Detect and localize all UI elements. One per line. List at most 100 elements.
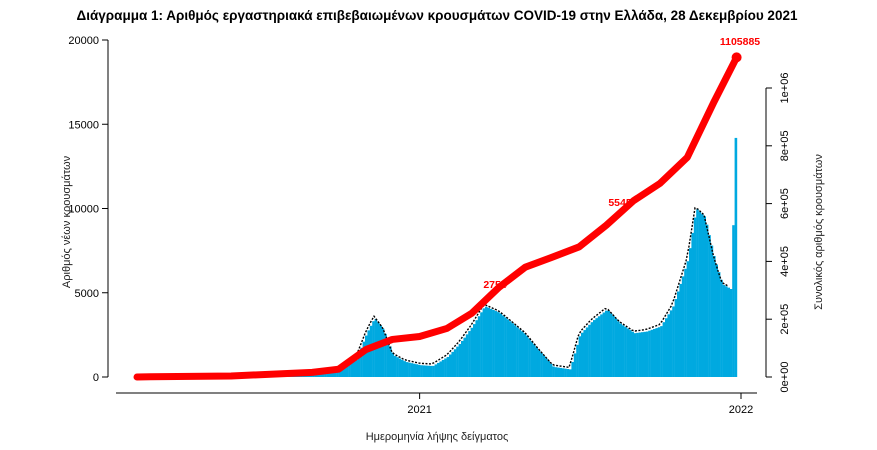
y2-tick-label: 6e+05	[779, 188, 791, 219]
daily-case-bar	[593, 320, 596, 377]
daily-case-bar	[396, 357, 399, 377]
daily-case-bar	[727, 287, 730, 377]
daily-case-bar	[446, 356, 450, 377]
daily-case-bar	[336, 368, 339, 377]
daily-case-bar	[355, 360, 358, 377]
daily-case-bar	[631, 331, 634, 377]
daily-case-bar	[360, 347, 363, 377]
daily-case-bar	[410, 363, 414, 377]
daily-case-bar	[415, 364, 418, 377]
daily-case-bar	[461, 340, 464, 377]
daily-case-bar	[674, 299, 678, 377]
daily-case-bar	[725, 286, 728, 377]
daily-case-bar	[684, 268, 687, 377]
daily-case-bar	[475, 320, 478, 377]
daily-case-bar	[626, 328, 630, 377]
daily-case-bar	[525, 335, 529, 377]
y-tick-label: 0	[93, 372, 99, 384]
daily-case-bar	[439, 361, 442, 377]
daily-case-bar	[427, 365, 430, 377]
daily-case-bar	[698, 211, 702, 377]
daily-case-bar	[662, 322, 666, 377]
y-tick-label: 20000	[68, 35, 99, 47]
daily-case-bar	[717, 272, 721, 377]
daily-case-bar	[705, 224, 709, 377]
daily-case-bar	[614, 318, 618, 377]
y2-tick-label: 1e+06	[779, 73, 791, 104]
daily-case-bar	[542, 355, 546, 377]
daily-case-bar	[564, 368, 567, 377]
daily-case-bar	[612, 316, 615, 377]
daily-case-bar	[713, 255, 716, 377]
daily-case-bar	[578, 336, 582, 377]
daily-case-bar	[513, 325, 517, 377]
daily-case-bar	[408, 362, 411, 377]
daily-case-bar	[585, 327, 589, 377]
daily-case-bar	[501, 315, 505, 377]
daily-case-bar	[530, 341, 534, 377]
daily-case-bar	[504, 317, 507, 377]
daily-case-bar	[602, 312, 606, 377]
daily-case-bar	[470, 327, 474, 377]
daily-case-bar	[403, 361, 406, 377]
daily-case-bar	[660, 326, 663, 377]
daily-case-bar	[638, 332, 642, 377]
daily-case-bar	[473, 324, 476, 377]
daily-case-bar	[441, 359, 445, 377]
y2-tick-label: 0e+00	[779, 362, 791, 393]
daily-case-bar	[451, 351, 454, 377]
daily-case-bar	[506, 319, 510, 377]
daily-case-bar	[489, 308, 493, 377]
daily-case-bar	[369, 325, 373, 377]
daily-case-bar	[689, 248, 692, 377]
daily-case-bar	[487, 307, 490, 377]
daily-case-bar	[720, 279, 723, 377]
daily-case-bar	[343, 366, 346, 377]
daily-case-bar	[650, 329, 654, 377]
daily-case-bar	[521, 331, 524, 377]
daily-case-bar	[576, 344, 579, 377]
daily-case-bar	[648, 330, 651, 377]
daily-case-bar	[629, 330, 632, 377]
daily-case-bar	[465, 334, 469, 377]
daily-case-bar	[566, 369, 570, 377]
daily-case-bar	[422, 365, 426, 377]
daily-case-bar	[377, 322, 380, 377]
daily-case-bar	[710, 245, 714, 377]
daily-case-bar	[391, 352, 394, 377]
daily-case-bar	[643, 331, 646, 377]
daily-case-bar	[588, 324, 591, 377]
y-tick-label: 10000	[68, 204, 99, 216]
daily-case-bar	[600, 314, 603, 377]
daily-case-bar	[734, 137, 738, 377]
daily-case-bar	[533, 344, 536, 377]
daily-case-bar	[338, 368, 342, 377]
daily-case-bar	[449, 354, 452, 377]
daily-case-bar	[494, 311, 498, 377]
daily-case-bar	[509, 321, 512, 377]
daily-case-bar	[420, 365, 423, 377]
daily-case-bar	[365, 335, 368, 377]
daily-case-bar	[381, 328, 385, 377]
daily-case-bar	[667, 314, 670, 377]
daily-case-bar	[607, 310, 610, 377]
daily-case-bar	[732, 225, 735, 377]
x-axis-title: Ημερομηνία λήψης δείγματος	[366, 431, 509, 443]
daily-case-bar	[482, 308, 486, 377]
x-tick-label: 2021	[407, 404, 431, 416]
daily-case-bar	[437, 362, 440, 377]
daily-case-bar	[516, 327, 519, 377]
daily-case-bar	[432, 365, 435, 377]
daily-case-bar	[701, 214, 704, 377]
daily-case-bar	[609, 313, 613, 377]
cumulative-annotation: 1105885	[720, 36, 760, 48]
daily-case-bar	[617, 321, 620, 377]
y2-tick-label: 8e+05	[779, 130, 791, 161]
daily-case-bar	[636, 332, 639, 377]
daily-case-bar	[722, 284, 726, 377]
daily-case-bar	[547, 361, 550, 377]
daily-case-bar	[453, 349, 457, 377]
cumulative-annotation: 2754	[483, 279, 507, 291]
cumulative-end-point	[731, 52, 742, 63]
daily-case-bar	[528, 338, 531, 377]
